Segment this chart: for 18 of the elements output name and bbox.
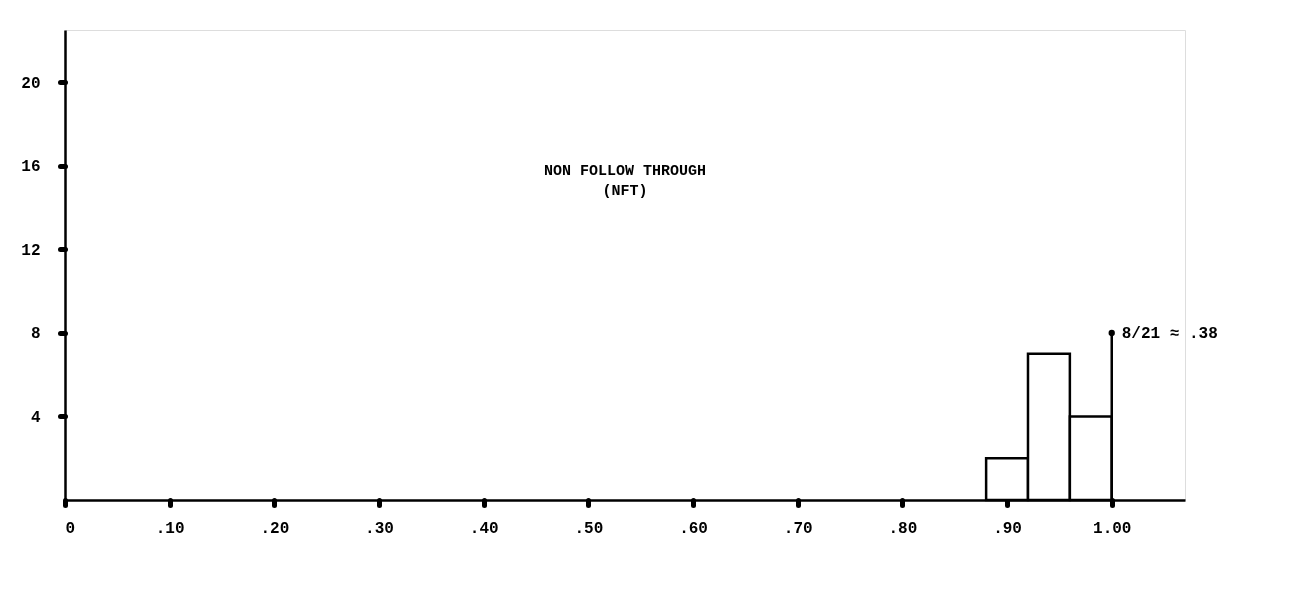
x-tick-label: .90 — [993, 519, 1022, 538]
x-tick-label: .10 — [155, 519, 185, 538]
x-tick-label: 0 — [65, 519, 76, 538]
x-tick-label: .80 — [888, 519, 918, 538]
y-tick-label: 8 — [30, 325, 41, 344]
x-tick-label: .40 — [469, 519, 499, 538]
y-tick-label: 16 — [21, 158, 41, 177]
x-tick-label: .60 — [679, 519, 708, 538]
text: NON FOLLOW THROUGH (NFT) — [543, 163, 707, 200]
y-tick-label: 20 — [21, 74, 41, 93]
annotation: 8/21 ≈ .38 — [1121, 324, 1218, 343]
x-tick-label: .20 — [260, 519, 290, 538]
y-tick-label: 12 — [21, 241, 41, 260]
x-tick-label: 1.00 — [1093, 519, 1132, 538]
y-tick-label: 4 — [30, 408, 41, 427]
x-tick-label: .50 — [574, 519, 604, 538]
x-tick-label: .30 — [365, 519, 394, 538]
x-tick-label: .70 — [783, 519, 813, 538]
